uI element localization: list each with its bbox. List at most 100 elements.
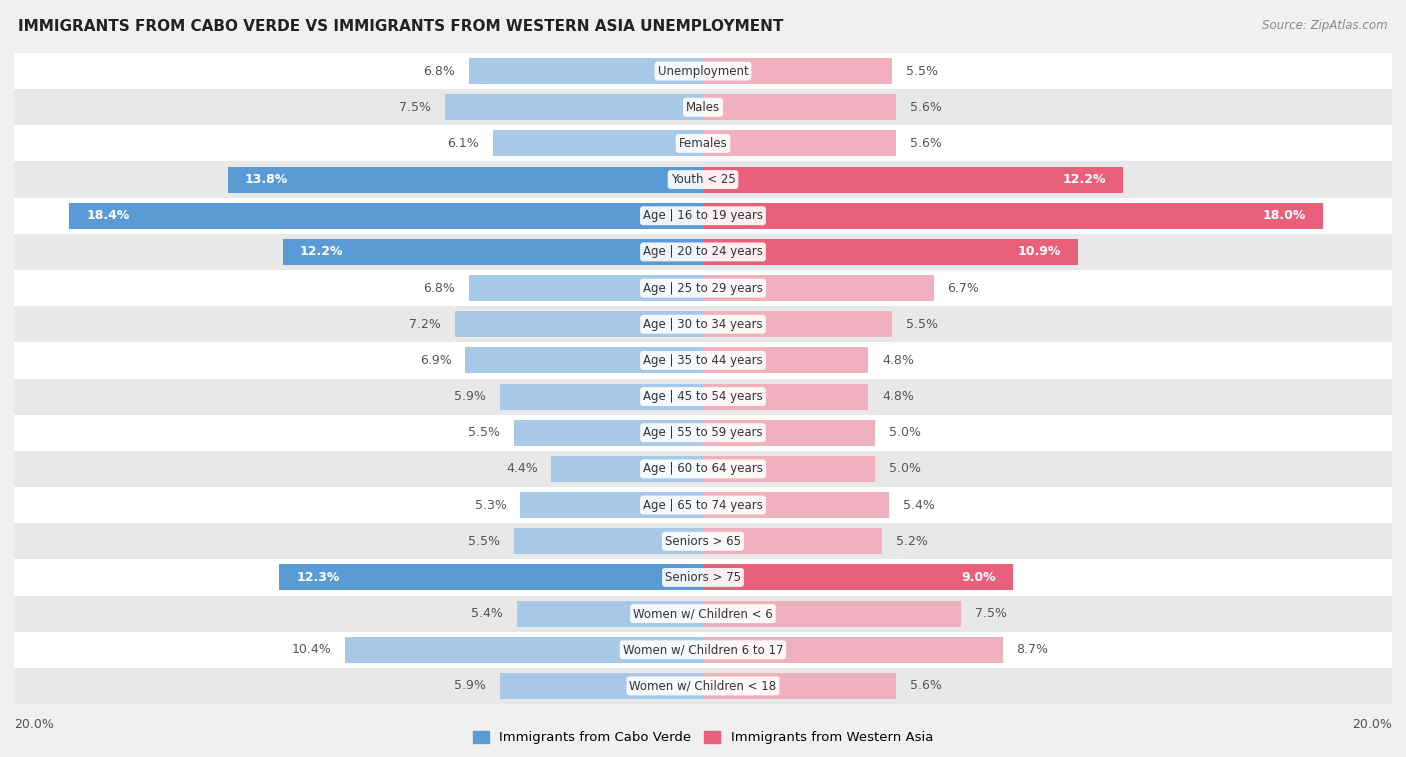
Text: 6.8%: 6.8% (423, 64, 456, 77)
Text: 5.5%: 5.5% (907, 64, 938, 77)
Bar (703, 239, 1078, 265)
Text: 6.9%: 6.9% (420, 354, 451, 367)
Text: Age | 60 to 64 years: Age | 60 to 64 years (643, 463, 763, 475)
Text: 7.2%: 7.2% (409, 318, 441, 331)
Bar (14, 668, 1392, 704)
Bar (703, 58, 893, 84)
Bar (465, 347, 703, 373)
Bar (703, 492, 889, 518)
Bar (703, 311, 893, 338)
Text: 6.8%: 6.8% (423, 282, 456, 294)
Text: 6.7%: 6.7% (948, 282, 980, 294)
Text: Males: Males (686, 101, 720, 114)
Bar (513, 419, 703, 446)
Text: 5.5%: 5.5% (468, 534, 499, 548)
Bar (703, 600, 962, 627)
Bar (14, 126, 1392, 161)
Bar (14, 306, 1392, 342)
Bar (14, 415, 1392, 451)
Bar (14, 378, 1392, 415)
Text: 5.0%: 5.0% (889, 426, 921, 439)
Bar (703, 94, 896, 120)
Text: 5.5%: 5.5% (907, 318, 938, 331)
Text: 5.2%: 5.2% (896, 534, 928, 548)
Bar (14, 53, 1392, 89)
Text: 5.4%: 5.4% (903, 499, 935, 512)
Text: Source: ZipAtlas.com: Source: ZipAtlas.com (1263, 19, 1388, 32)
Text: 5.4%: 5.4% (471, 607, 503, 620)
Text: 4.8%: 4.8% (882, 354, 914, 367)
Text: 10.9%: 10.9% (1018, 245, 1062, 258)
Bar (14, 596, 1392, 631)
Text: 5.9%: 5.9% (454, 390, 486, 403)
Text: 5.6%: 5.6% (910, 137, 942, 150)
Bar (14, 451, 1392, 487)
Text: 5.0%: 5.0% (889, 463, 921, 475)
Bar (14, 161, 1392, 198)
Text: 12.2%: 12.2% (1063, 173, 1107, 186)
Bar (14, 234, 1392, 270)
Bar (499, 673, 703, 699)
Bar (283, 239, 703, 265)
Bar (14, 198, 1392, 234)
Text: Seniors > 65: Seniors > 65 (665, 534, 741, 548)
Bar (703, 384, 869, 410)
Text: 18.0%: 18.0% (1263, 209, 1306, 223)
Text: 5.5%: 5.5% (468, 426, 499, 439)
Text: 6.1%: 6.1% (447, 137, 479, 150)
Text: Women w/ Children < 18: Women w/ Children < 18 (630, 680, 776, 693)
Bar (703, 565, 1012, 590)
Text: 8.7%: 8.7% (1017, 643, 1049, 656)
Bar (703, 130, 896, 157)
Text: 13.8%: 13.8% (245, 173, 288, 186)
Text: Age | 25 to 29 years: Age | 25 to 29 years (643, 282, 763, 294)
Text: 9.0%: 9.0% (962, 571, 995, 584)
Text: Women w/ Children < 6: Women w/ Children < 6 (633, 607, 773, 620)
Bar (456, 311, 703, 338)
Bar (703, 419, 875, 446)
Text: 20.0%: 20.0% (1353, 718, 1392, 731)
Bar (69, 203, 703, 229)
Text: 7.5%: 7.5% (976, 607, 1007, 620)
Text: Age | 55 to 59 years: Age | 55 to 59 years (643, 426, 763, 439)
Text: 12.3%: 12.3% (297, 571, 340, 584)
Text: 5.3%: 5.3% (475, 499, 506, 512)
Bar (468, 58, 703, 84)
Bar (517, 600, 703, 627)
Bar (444, 94, 703, 120)
Text: Age | 45 to 54 years: Age | 45 to 54 years (643, 390, 763, 403)
Bar (703, 673, 896, 699)
Bar (520, 492, 703, 518)
Text: Age | 20 to 24 years: Age | 20 to 24 years (643, 245, 763, 258)
Text: Age | 30 to 34 years: Age | 30 to 34 years (643, 318, 763, 331)
Text: 20.0%: 20.0% (14, 718, 53, 731)
Text: Females: Females (679, 137, 727, 150)
Text: Women w/ Children 6 to 17: Women w/ Children 6 to 17 (623, 643, 783, 656)
Text: 5.6%: 5.6% (910, 101, 942, 114)
Bar (703, 347, 869, 373)
Text: Youth < 25: Youth < 25 (671, 173, 735, 186)
Bar (551, 456, 703, 482)
Legend: Immigrants from Cabo Verde, Immigrants from Western Asia: Immigrants from Cabo Verde, Immigrants f… (467, 725, 939, 749)
Bar (14, 523, 1392, 559)
Text: 5.6%: 5.6% (910, 680, 942, 693)
Text: 7.5%: 7.5% (399, 101, 430, 114)
Text: Age | 16 to 19 years: Age | 16 to 19 years (643, 209, 763, 223)
Bar (280, 565, 703, 590)
Text: Age | 35 to 44 years: Age | 35 to 44 years (643, 354, 763, 367)
Bar (14, 270, 1392, 306)
Text: 4.8%: 4.8% (882, 390, 914, 403)
Bar (344, 637, 703, 663)
Bar (468, 275, 703, 301)
Text: Seniors > 75: Seniors > 75 (665, 571, 741, 584)
Text: IMMIGRANTS FROM CABO VERDE VS IMMIGRANTS FROM WESTERN ASIA UNEMPLOYMENT: IMMIGRANTS FROM CABO VERDE VS IMMIGRANTS… (18, 19, 783, 34)
Text: 5.9%: 5.9% (454, 680, 486, 693)
Bar (228, 167, 703, 192)
Text: 10.4%: 10.4% (291, 643, 330, 656)
Bar (703, 167, 1123, 192)
Bar (14, 487, 1392, 523)
Bar (513, 528, 703, 554)
Bar (14, 342, 1392, 378)
Bar (703, 203, 1323, 229)
Bar (703, 528, 882, 554)
